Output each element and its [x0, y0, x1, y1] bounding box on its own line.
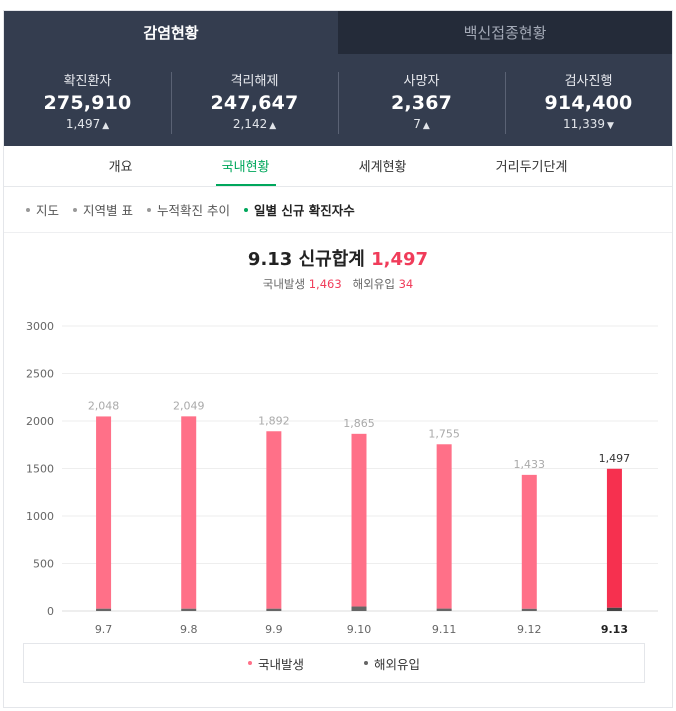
bar-overseas — [181, 608, 197, 611]
y-tick-label: 1500 — [26, 463, 54, 476]
bar-total-label: 2,049 — [173, 399, 205, 412]
stat-value: 2,367 — [390, 91, 453, 114]
stat-delta: 1,497 ▲ — [4, 117, 171, 131]
domestic-value: 1,463 — [308, 277, 342, 291]
bullet-icon — [147, 207, 151, 212]
stat-testing: 검사진행 914,400 11,339 ▼ — [505, 70, 672, 134]
bullet-icon — [26, 207, 30, 212]
subnav-distancing-level[interactable]: 거리두기단계 — [495, 159, 568, 175]
y-tick-label: 500 — [33, 558, 54, 571]
bar-total-label: 2,048 — [88, 399, 120, 412]
x-tick-label: 9.13 — [601, 623, 628, 636]
legend-item-overseas[interactable]: 해외유입 — [364, 654, 420, 673]
x-tick-label: 9.9 — [265, 623, 283, 636]
subnav-domestic[interactable]: 국내현황 — [215, 146, 276, 186]
bar-overseas — [521, 608, 537, 611]
legend-dot-icon — [364, 661, 368, 665]
stat-delta: 2,142 ▲ — [171, 117, 338, 131]
stat-label: 격리해제 — [230, 73, 279, 89]
bar-total-label: 1,755 — [428, 427, 460, 440]
stat-deaths: 사망자 2,367 7 ▲ — [338, 70, 505, 134]
stat-value: 247,647 — [210, 91, 299, 114]
bar-domestic — [181, 416, 197, 609]
legend-label: 해외유입 — [374, 656, 421, 672]
covid-status-widget: 감염현황 백신접종현황 확진환자 275,910 1,497 ▲ 격리해제 247… — [3, 10, 673, 708]
bar-total-label: 1,433 — [514, 458, 546, 471]
legend-item-domestic[interactable]: 국내발생 — [247, 654, 304, 673]
bar-domestic — [521, 474, 537, 609]
filter-label: 누적확진 추이 — [157, 203, 230, 218]
bar-domestic — [351, 433, 367, 607]
main-tabs: 감염현황 백신접종현황 — [4, 11, 672, 54]
stat-confirmed: 확진환자 275,910 1,497 ▲ — [4, 70, 171, 131]
filter-daily-new[interactable]: 일별 신규 확진자수 — [243, 200, 355, 219]
legend-dot-icon — [247, 661, 252, 665]
bar-domestic — [266, 431, 282, 609]
x-tick-label: 9.7 — [95, 623, 113, 636]
stat-delta-value: 11,339 — [563, 116, 606, 131]
bar-total-label: 1,892 — [258, 414, 290, 427]
y-tick-label: 3000 — [26, 320, 54, 333]
filter-cumulative-trend[interactable]: 누적확진 추이 — [147, 200, 230, 219]
stat-label: 사망자 — [403, 73, 440, 89]
filter-label: 지도 — [36, 203, 60, 218]
stat-label: 확진환자 — [63, 73, 112, 89]
chart-legend: 국내발생 해외유입 — [23, 643, 645, 683]
filter-map[interactable]: 지도 — [26, 200, 59, 219]
bar-overseas — [351, 606, 367, 611]
stat-delta-value: 7 — [413, 116, 421, 131]
tab-vaccination-status[interactable]: 백신접종현황 — [338, 11, 672, 54]
stats-row: 확진환자 275,910 1,497 ▲ 격리해제 247,647 2,142 ▲ … — [4, 54, 672, 146]
daily-cases-bar-chart: 0 500 1000 1500 2000 2500 3000 2,048 9.7 2,049 9.8… — [26, 320, 658, 636]
chart-title: 9.13 신규합계 1,497 — [0, 245, 676, 271]
stat-delta-value: 1,497 — [65, 116, 101, 131]
bar-overseas — [266, 608, 282, 611]
arrow-up-icon: ▲ — [269, 120, 277, 131]
stat-label: 검사진행 — [564, 73, 613, 89]
stat-delta-value: 2,142 — [232, 116, 268, 131]
bar-domestic — [606, 468, 622, 608]
overseas-label: 해외유입 — [352, 277, 395, 291]
y-tick-label: 1000 — [26, 510, 54, 523]
stat-delta: 7 ▲ — [338, 117, 505, 131]
filter-region-table[interactable]: 지역별 표 — [73, 200, 133, 219]
filter-label: 일별 신규 확진자수 — [253, 203, 355, 218]
bar-domestic — [96, 416, 112, 609]
y-tick-label: 2000 — [26, 415, 54, 428]
subnav-overview[interactable]: 개요 — [108, 159, 133, 175]
x-tick-label: 9.12 — [517, 623, 542, 636]
bar-domestic — [436, 444, 452, 609]
x-tick-label: 9.11 — [432, 623, 457, 636]
stat-delta: 11,339 ▼ — [505, 117, 672, 131]
y-tick-label: 2500 — [26, 368, 54, 381]
chart-title-total: 1,497 — [371, 249, 429, 270]
bar-overseas — [96, 608, 112, 611]
bullet-icon — [243, 207, 248, 212]
summary-header: 감염현황 백신접종현황 확진환자 275,910 1,497 ▲ 격리해제 247… — [4, 11, 672, 146]
view-filter: 지도 지역별 표 누적확진 추이 일별 신규 확진자수 — [4, 187, 672, 233]
legend-label: 국내발생 — [257, 656, 304, 672]
subnav-world[interactable]: 세계현황 — [358, 159, 407, 175]
stat-value: 275,910 — [43, 91, 132, 114]
tab-infection-status[interactable]: 감염현황 — [4, 11, 338, 54]
arrow-down-icon: ▼ — [607, 120, 614, 131]
stat-value: 914,400 — [544, 91, 633, 114]
y-tick-label: 0 — [47, 605, 54, 618]
overseas-value: 34 — [398, 277, 414, 291]
stat-released: 격리해제 247,647 2,142 ▲ — [171, 70, 338, 134]
bullet-icon — [73, 207, 78, 212]
sub-navigation: 개요 국내현황 세계현황 거리두기단계 — [4, 146, 672, 187]
bar-overseas — [436, 608, 452, 611]
filter-label: 지역별 표 — [83, 203, 133, 218]
bar-total-label: 1,865 — [343, 417, 375, 430]
bar-overseas — [606, 607, 622, 611]
arrow-up-icon: ▲ — [422, 120, 430, 131]
chart-subtitle: 국내발생 1,463 해외유입 34 — [0, 276, 676, 292]
chart-title-prefix: 9.13 신규합계 — [247, 249, 365, 270]
x-tick-label: 9.8 — [180, 623, 198, 636]
arrow-up-icon: ▲ — [102, 120, 110, 131]
x-tick-label: 9.10 — [347, 623, 372, 636]
domestic-label: 국내발생 — [262, 277, 306, 291]
bar-total-label: 1,497 — [599, 452, 631, 465]
